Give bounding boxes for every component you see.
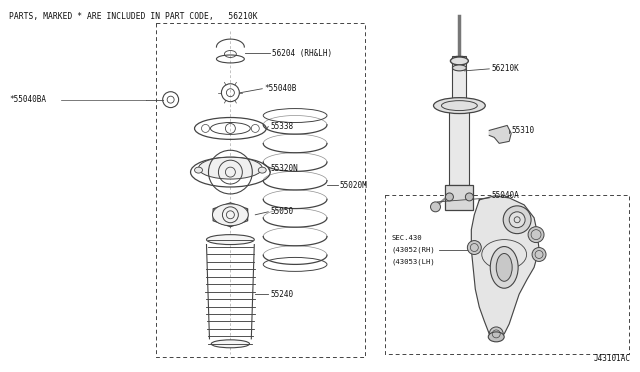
Text: 56204 (RH&LH): 56204 (RH&LH) [272, 48, 332, 58]
Text: *55040B: *55040B [264, 84, 296, 93]
Text: 55338: 55338 [270, 122, 293, 131]
Circle shape [528, 227, 544, 243]
Circle shape [489, 327, 503, 341]
Ellipse shape [451, 57, 468, 65]
Ellipse shape [490, 247, 518, 288]
Circle shape [467, 241, 481, 254]
Ellipse shape [433, 98, 485, 113]
Text: 55320N: 55320N [270, 164, 298, 173]
Text: SEC.430: SEC.430 [392, 235, 422, 241]
Bar [385, 195, 628, 354]
Text: 55310: 55310 [511, 126, 534, 135]
Bar [156, 23, 365, 357]
Bar [452, 56, 467, 106]
Text: J43101AC: J43101AC [594, 354, 630, 363]
Circle shape [465, 193, 474, 201]
Text: 55050: 55050 [270, 207, 293, 216]
Polygon shape [489, 125, 511, 143]
Ellipse shape [496, 253, 512, 281]
Circle shape [503, 206, 531, 234]
Ellipse shape [212, 204, 248, 226]
Ellipse shape [211, 340, 250, 348]
Text: 56210K: 56210K [492, 64, 519, 73]
Circle shape [431, 202, 440, 212]
Text: (43052(RH): (43052(RH) [392, 246, 435, 253]
Polygon shape [471, 196, 539, 339]
Ellipse shape [452, 65, 467, 71]
Circle shape [532, 247, 546, 262]
Bar [445, 185, 474, 210]
Text: *55040BA: *55040BA [10, 95, 46, 104]
Ellipse shape [259, 167, 266, 173]
Text: 55020M: 55020M [340, 180, 367, 189]
Ellipse shape [195, 167, 202, 173]
Bar [449, 106, 469, 185]
Text: 55040A: 55040A [492, 192, 519, 201]
Circle shape [445, 193, 453, 201]
Ellipse shape [198, 157, 262, 179]
Ellipse shape [488, 332, 504, 342]
Text: (43053(LH): (43053(LH) [392, 258, 435, 265]
Text: PARTS, MARKED * ARE INCLUDED IN PART CODE,   56210K: PARTS, MARKED * ARE INCLUDED IN PART COD… [10, 12, 258, 21]
Text: 55240: 55240 [270, 290, 293, 299]
Circle shape [509, 212, 525, 228]
Ellipse shape [207, 235, 254, 244]
